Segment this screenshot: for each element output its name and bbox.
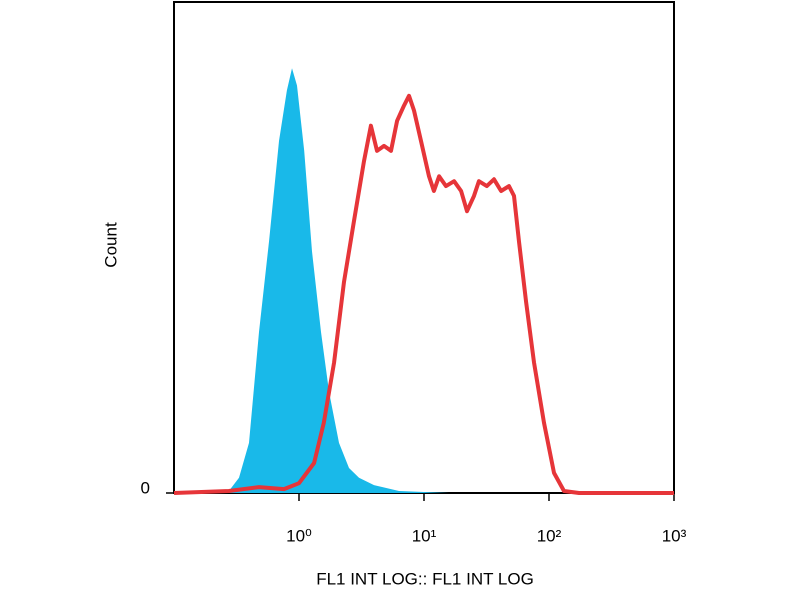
- x-tick-label: 10²: [537, 526, 562, 545]
- x-axis-label: FL1 INT LOG:: FL1 INT LOG: [316, 569, 534, 588]
- y-tick-label: 0: [141, 478, 150, 497]
- plot-frame: [173, 1, 675, 494]
- y-axis-label: Count: [101, 222, 120, 268]
- area: [174, 68, 674, 494]
- x-tick-label: 10¹: [412, 526, 437, 545]
- line: [173, 93, 674, 495]
- x-tick-label: 10³: [662, 526, 687, 545]
- x-tick-label: 10⁰: [286, 526, 312, 545]
